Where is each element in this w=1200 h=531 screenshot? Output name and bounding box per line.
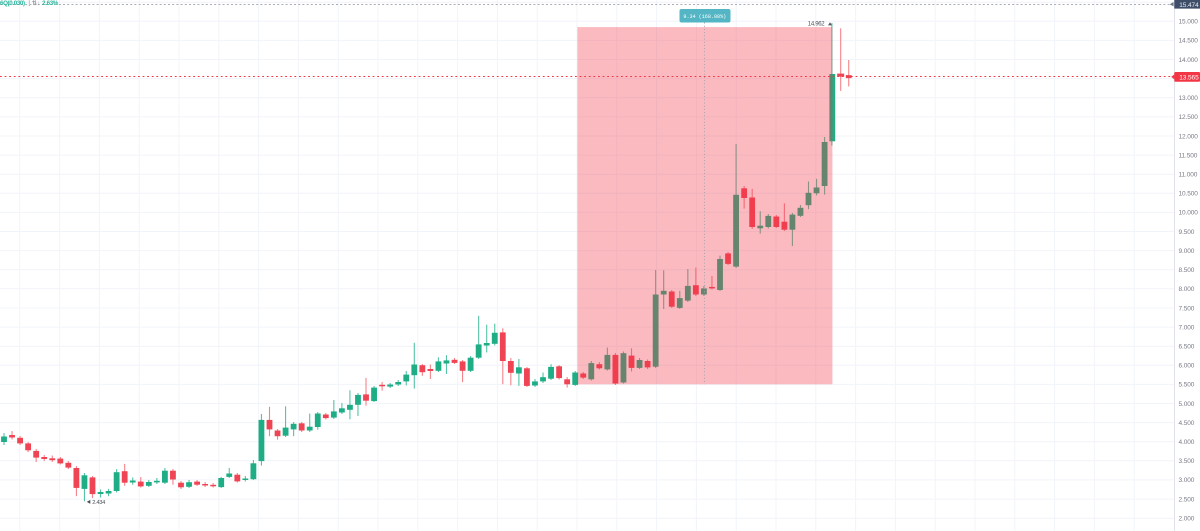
svg-text:2.434: 2.434 xyxy=(92,500,106,506)
svg-text:10.500: 10.500 xyxy=(1179,191,1199,198)
svg-text:2.500: 2.500 xyxy=(1179,496,1195,503)
svg-text:5.000: 5.000 xyxy=(1179,401,1195,408)
svg-text:6.500: 6.500 xyxy=(1179,344,1195,351)
svg-text:6.000: 6.000 xyxy=(1179,363,1195,370)
svg-text:6Q(0.030)⋮⇅↓2.63%: 6Q(0.030) ⋮⇅↓ 2.63% xyxy=(0,0,59,7)
svg-text:3.000: 3.000 xyxy=(1179,477,1195,484)
svg-text:13.000: 13.000 xyxy=(1179,95,1199,102)
svg-text:11.500: 11.500 xyxy=(1179,152,1198,159)
svg-text:7.000: 7.000 xyxy=(1179,324,1195,331)
svg-text:3.500: 3.500 xyxy=(1179,458,1195,465)
svg-text:14.500: 14.500 xyxy=(1179,38,1199,45)
svg-text:7.500: 7.500 xyxy=(1179,305,1195,312)
svg-text:12.000: 12.000 xyxy=(1179,133,1199,140)
svg-text:13.565: 13.565 xyxy=(1179,74,1199,81)
svg-text:9.34 (168.88%): 9.34 (168.88%) xyxy=(683,14,726,20)
svg-text:8.500: 8.500 xyxy=(1179,267,1195,274)
svg-text:14.000: 14.000 xyxy=(1179,57,1199,64)
svg-text:12.500: 12.500 xyxy=(1179,114,1199,121)
svg-text:14.962: 14.962 xyxy=(808,22,826,28)
svg-text:15.000: 15.000 xyxy=(1179,19,1199,26)
svg-text:4.000: 4.000 xyxy=(1179,439,1195,446)
svg-text:2.000: 2.000 xyxy=(1179,516,1195,523)
svg-text:9.500: 9.500 xyxy=(1179,229,1195,236)
svg-text:9.000: 9.000 xyxy=(1179,248,1195,255)
svg-text:5.500: 5.500 xyxy=(1179,382,1195,389)
svg-text:15.474: 15.474 xyxy=(1179,2,1199,9)
svg-text:10.000: 10.000 xyxy=(1179,210,1199,217)
svg-text:11.000: 11.000 xyxy=(1179,172,1198,179)
svg-text:8.000: 8.000 xyxy=(1179,286,1195,293)
svg-text:4.500: 4.500 xyxy=(1179,420,1195,427)
